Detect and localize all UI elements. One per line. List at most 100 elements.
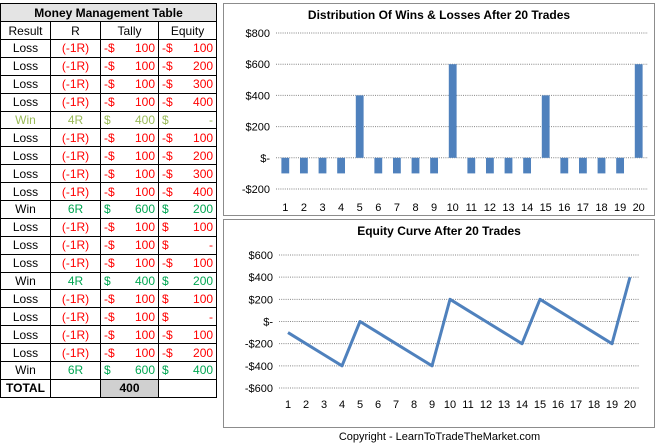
bar xyxy=(541,95,550,158)
x-tick-label: 4 xyxy=(338,202,344,214)
tally-sign: -$ xyxy=(104,220,115,235)
equity-cell: -$ 200 xyxy=(157,343,218,363)
tally-value: 400 xyxy=(134,113,155,127)
tally-sign: $ xyxy=(104,113,111,127)
bar-chart-panel: Distribution Of Wins & Losses After 20 T… xyxy=(223,3,655,216)
bar xyxy=(467,157,476,174)
result-cell: Win xyxy=(0,200,51,219)
equity-sign: -$ xyxy=(162,59,173,74)
result-cell: Loss xyxy=(0,92,51,112)
equity-sign: $ xyxy=(162,220,169,235)
tally-sign: -$ xyxy=(104,291,115,306)
bar xyxy=(411,157,420,174)
bar xyxy=(448,64,457,158)
bar xyxy=(504,157,513,174)
y-tick-label: $- xyxy=(260,153,270,165)
tally-value: 100 xyxy=(134,148,155,163)
tally-cell: -$ 100 xyxy=(100,325,159,345)
result-cell: Loss xyxy=(0,307,51,327)
equity-sign: $ xyxy=(162,274,169,289)
equity-sign: $ xyxy=(162,291,169,306)
x-tick-label: 1 xyxy=(285,399,291,411)
equity-sign: $ xyxy=(162,202,169,217)
tally-value: 100 xyxy=(134,309,155,324)
x-tick-label: 9 xyxy=(429,399,435,411)
x-tick-label: 17 xyxy=(577,202,589,214)
r-cell: (-1R) xyxy=(50,217,101,237)
r-cell: (-1R) xyxy=(50,253,101,273)
tally-value: 600 xyxy=(134,202,155,217)
total-empty-cell xyxy=(157,378,218,398)
tally-value: 100 xyxy=(134,238,155,253)
x-tick-label: 2 xyxy=(301,202,307,214)
x-tick-label: 11 xyxy=(466,202,477,214)
tally-cell: -$ 100 xyxy=(100,307,159,327)
y-tick-label: -$600 xyxy=(245,383,273,395)
equity-value: 400 xyxy=(193,95,214,110)
x-tick-label: 10 xyxy=(447,202,459,214)
tally-sign: -$ xyxy=(104,41,115,56)
x-tick-label: 6 xyxy=(375,399,381,411)
x-tick-label: 1 xyxy=(282,202,288,214)
equity-cell: -$ 400 xyxy=(157,182,218,202)
x-tick-label: 14 xyxy=(521,202,533,214)
x-tick-label: 5 xyxy=(357,399,363,411)
tally-value: 100 xyxy=(134,184,155,199)
equity-sign: $ xyxy=(162,363,169,378)
tally-sign: $ xyxy=(104,363,111,378)
bar-chart: Distribution Of Wins & Losses After 20 T… xyxy=(242,8,648,214)
y-tick-label: $600 xyxy=(246,59,270,71)
r-cell: (-1R) xyxy=(50,289,101,309)
y-tick-label: -$400 xyxy=(245,361,273,373)
bar xyxy=(634,64,643,158)
equity-sign: $ xyxy=(162,309,169,324)
result-cell: Loss xyxy=(0,182,51,202)
tally-cell: -$ 100 xyxy=(100,253,159,273)
tally-cell: $400 xyxy=(100,271,159,291)
x-tick-label: 8 xyxy=(412,202,418,214)
tally-sign: -$ xyxy=(104,327,115,342)
tally-cell: -$ 100 xyxy=(100,289,159,309)
equity-sign: -$ xyxy=(162,327,173,342)
equity-cell: -$ 400 xyxy=(157,92,218,112)
y-tick-label: $600 xyxy=(249,250,273,262)
table-row: Loss (-1R) -$ 100 -$ 200 xyxy=(0,146,218,166)
line-chart-panel: Equity Curve After 20 Trades $600 $400 $20… xyxy=(223,219,655,428)
result-cell: Loss xyxy=(0,325,51,345)
x-tick-label: 14 xyxy=(516,399,528,411)
bar xyxy=(337,157,346,174)
bar xyxy=(281,157,290,174)
r-cell: 4R xyxy=(50,110,101,130)
tally-sign: $ xyxy=(104,274,111,289)
bar xyxy=(616,157,625,174)
y-tick-label: $400 xyxy=(249,272,273,284)
table-row: Loss (-1R) -$ 100 $100 xyxy=(0,289,218,309)
equity-value: - xyxy=(209,113,214,127)
bar xyxy=(523,157,532,174)
bar xyxy=(578,157,587,174)
equity-value: 100 xyxy=(193,130,214,145)
x-tick-label: 3 xyxy=(321,399,327,411)
result-cell: Loss xyxy=(0,146,51,166)
equity-value: 300 xyxy=(193,77,214,92)
equity-sign: -$ xyxy=(162,256,173,271)
r-cell: (-1R) xyxy=(50,74,101,94)
equity-value: - xyxy=(209,238,214,253)
equity-sign: -$ xyxy=(162,130,173,145)
y-tick-label: $- xyxy=(263,317,273,329)
x-tick-label: 13 xyxy=(502,202,514,214)
table-row: Loss (-1R) -$ 100 -$ 100 xyxy=(0,39,218,58)
x-tick-label: 16 xyxy=(558,202,570,214)
tally-sign: -$ xyxy=(104,309,115,324)
tally-value: 100 xyxy=(134,291,155,306)
x-tick-label: 12 xyxy=(480,399,492,411)
table-row: Win 4R $400 $200 xyxy=(0,271,218,291)
tally-cell: -$ 100 xyxy=(100,343,159,363)
tally-value: 100 xyxy=(134,220,155,235)
copyright-text: Copyright - LearnToTradeTheMarket.com xyxy=(338,431,541,443)
x-tick-label: 5 xyxy=(357,202,363,214)
r-cell: (-1R) xyxy=(50,146,101,166)
equity-sign: $ xyxy=(162,113,169,127)
table-row: Win 6R $600 $400 xyxy=(0,361,218,380)
equity-sign: -$ xyxy=(162,41,173,56)
